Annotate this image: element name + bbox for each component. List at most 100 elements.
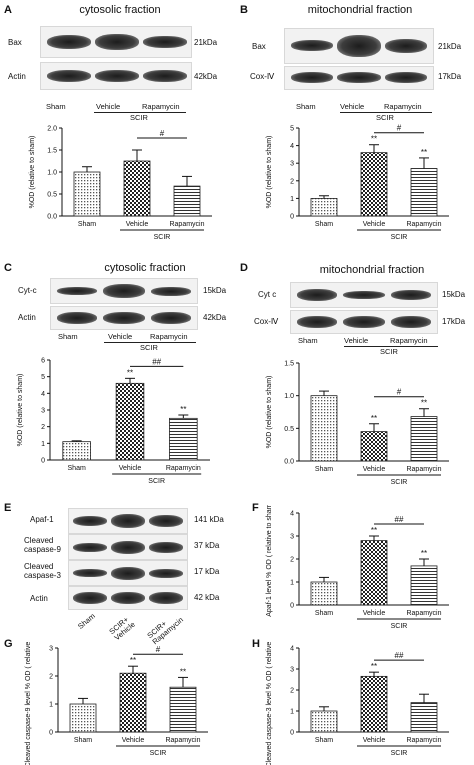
y-axis-label: %OD (relative to sham)	[266, 136, 273, 209]
kda-label: 42kDa	[194, 72, 218, 81]
lane-label: Vehicle	[96, 102, 121, 111]
comparison-label: #	[397, 388, 402, 397]
lane-label: Rapamycin	[390, 336, 428, 345]
group-label: SCIR	[140, 343, 158, 352]
panel-letter-e: E	[4, 502, 12, 514]
category-label: Rapamycin	[406, 221, 441, 228]
significance-label: **	[421, 549, 427, 558]
y-tick-label: 2	[290, 557, 294, 564]
lane-label: Rapamycin	[142, 102, 180, 111]
significance-label: **	[371, 662, 377, 671]
significance-label: **	[130, 656, 136, 665]
bar	[360, 152, 388, 217]
category-label: Vehicle	[363, 610, 386, 617]
comparison-label: ##	[152, 357, 161, 366]
blot-label: Cyt-c	[18, 286, 37, 295]
category-label: Vehicle	[122, 737, 145, 744]
category-label: Rapamycin	[166, 465, 201, 472]
kda-label: 37 kDa	[194, 541, 220, 550]
bar	[360, 540, 388, 606]
lane-label: Vehicle	[340, 102, 365, 111]
panel-b-title: mitochondrial fraction	[307, 4, 413, 16]
kda-label: 15kDa	[442, 290, 466, 299]
category-label: Rapamycin	[406, 737, 441, 744]
bar	[360, 431, 388, 462]
y-tick-label: 3	[290, 667, 294, 674]
panel-letter-g: G	[4, 638, 13, 650]
panel-letter-h: H	[252, 638, 260, 650]
western-blot-strip	[40, 62, 192, 90]
blot-label: Actin	[8, 72, 26, 81]
panel-letter-c: C	[4, 262, 12, 274]
bar-chart-b: 0 1 2 3 4 5 %OD (relative to sham) Sham ** Vehicl…	[266, 124, 449, 241]
bar-chart-g: 0 1 2 3 Cleaved caspase-9 level % OD ( relat…	[25, 640, 208, 765]
bar	[62, 441, 91, 461]
y-tick-label: 2	[290, 178, 294, 185]
western-blot-strip	[284, 66, 434, 90]
y-axis-label: %OD (relative to sham)	[266, 376, 273, 449]
panel-c-title: cytosolic fraction	[104, 262, 186, 274]
y-tick-label: 3	[290, 161, 294, 168]
category-label: Rapamycin	[165, 737, 200, 744]
blot-label: Cox-Ⅳ	[254, 317, 279, 326]
y-tick-label: 5	[290, 126, 294, 133]
bar-chart-c: 0 1 2 3 4 5 6 %OD (relative to sham) Sham ** Vehic…	[17, 357, 210, 485]
group-label: SCIR	[150, 750, 167, 757]
category-label: Sham	[68, 465, 86, 472]
western-blot-strip	[50, 278, 198, 304]
y-axis-label: %OD (relative to sham)	[17, 374, 24, 447]
significance-label: **	[421, 148, 427, 157]
panel-d-title: mitochondrial fraction	[319, 264, 425, 276]
panel-a-title: cytosolic fraction	[79, 4, 161, 16]
western-blot-strip	[290, 310, 438, 334]
bar	[115, 382, 145, 461]
western-blot-strip	[68, 560, 188, 586]
significance-label: **	[127, 368, 133, 377]
group-line	[94, 112, 186, 113]
y-tick-label: 0	[290, 730, 294, 737]
group-label: SCIR	[380, 347, 398, 356]
panel-letter-f: F	[252, 502, 259, 514]
western-blot-strip	[40, 26, 192, 58]
bar	[410, 565, 438, 606]
bar	[123, 160, 151, 217]
western-blot-strip	[68, 508, 188, 534]
y-tick-label: 1.5	[47, 148, 57, 155]
blot-label: Bax	[252, 42, 266, 51]
y-tick-label: 0.0	[284, 459, 294, 466]
blot-label: Cleaved caspase-3	[24, 562, 61, 580]
category-label: Sham	[315, 221, 333, 228]
bar	[310, 395, 338, 462]
category-label: Vehicle	[363, 466, 386, 473]
category-label: Vehicle	[363, 221, 386, 228]
y-tick-label: 4	[290, 143, 294, 150]
y-tick-label: 1	[290, 580, 294, 587]
western-blot-strip	[50, 306, 198, 330]
western-blot-strip	[68, 586, 188, 610]
bar	[173, 185, 201, 217]
y-tick-label: 6	[41, 358, 45, 365]
western-blot-strip	[290, 282, 438, 308]
group-label: SCIR	[391, 750, 408, 757]
y-tick-label: 0	[290, 214, 294, 221]
y-tick-label: 4	[290, 511, 294, 518]
blot-label: Bax	[8, 38, 22, 47]
lane-label: Sham	[76, 611, 97, 631]
kda-label: 42 kDa	[194, 593, 220, 602]
category-label: Sham	[315, 466, 333, 473]
y-tick-label: 1.5	[284, 361, 294, 368]
bar	[169, 686, 197, 733]
western-blot-strip	[284, 28, 434, 64]
y-tick-label: 0.5	[47, 192, 57, 199]
comparison-label: #	[397, 124, 402, 133]
group-label: SCIR	[130, 113, 148, 122]
lane-label: SCIR+ Vehicle	[107, 614, 137, 643]
y-tick-label: 3	[290, 534, 294, 541]
comparison-label: #	[160, 129, 165, 138]
bar	[410, 168, 438, 217]
kda-label: 42kDa	[203, 313, 227, 322]
category-label: Rapamycin	[406, 466, 441, 473]
bar	[410, 702, 438, 733]
category-label: Sham	[315, 610, 333, 617]
bar	[310, 198, 338, 217]
